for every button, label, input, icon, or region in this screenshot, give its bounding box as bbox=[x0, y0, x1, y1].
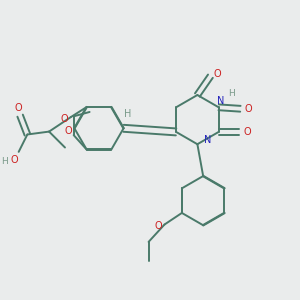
Text: O: O bbox=[15, 103, 22, 112]
Text: O: O bbox=[154, 221, 162, 231]
Text: O: O bbox=[11, 155, 18, 165]
Text: N: N bbox=[204, 134, 212, 145]
Text: O: O bbox=[243, 127, 251, 137]
Text: H: H bbox=[228, 89, 235, 98]
Text: H: H bbox=[2, 157, 8, 166]
Text: O: O bbox=[64, 126, 72, 136]
Text: O: O bbox=[214, 69, 221, 79]
Text: O: O bbox=[61, 114, 68, 124]
Text: O: O bbox=[245, 104, 252, 114]
Text: N: N bbox=[218, 96, 225, 106]
Text: H: H bbox=[124, 109, 132, 119]
